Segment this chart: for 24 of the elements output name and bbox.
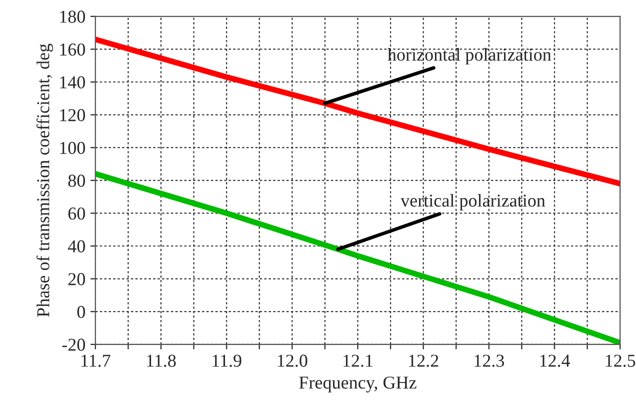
x-tick-label: 11.8: [147, 354, 176, 367]
annotation: vertical polarization: [400, 194, 546, 210]
x-tick-label: 12.0: [278, 354, 308, 367]
y-axis-title: Phase of transmission coefficient, deg: [36, 44, 54, 317]
y-tick-label: 180: [60, 10, 85, 23]
y-tick-label: 100: [60, 142, 85, 154]
y-tick-label: -20: [62, 338, 85, 351]
x-tick-label: 12.5: [606, 354, 636, 367]
annotation: horizontal polarization: [388, 48, 552, 64]
y-tick-label: 0: [77, 306, 85, 318]
x-axis-title: Frequency, GHz: [299, 376, 416, 392]
y-tick-label: 20: [68, 273, 85, 286]
x-tick-label: 12.3: [474, 354, 504, 367]
x-tick-label: 12.1: [344, 354, 372, 367]
x-tick-label: 11.9: [212, 354, 242, 367]
x-tick-label: 12.2: [409, 354, 438, 367]
x-tick-label: 11.7: [82, 354, 110, 367]
y-tick-label: 40: [68, 240, 85, 252]
y-tick-label: 60: [68, 207, 85, 220]
y-tick-label: 140: [60, 76, 85, 88]
y-tick-label: 160: [60, 43, 85, 56]
x-tick-label: 12.4: [540, 354, 570, 367]
y-tick-label: 80: [68, 174, 85, 187]
y-tick-label: 120: [60, 109, 85, 122]
